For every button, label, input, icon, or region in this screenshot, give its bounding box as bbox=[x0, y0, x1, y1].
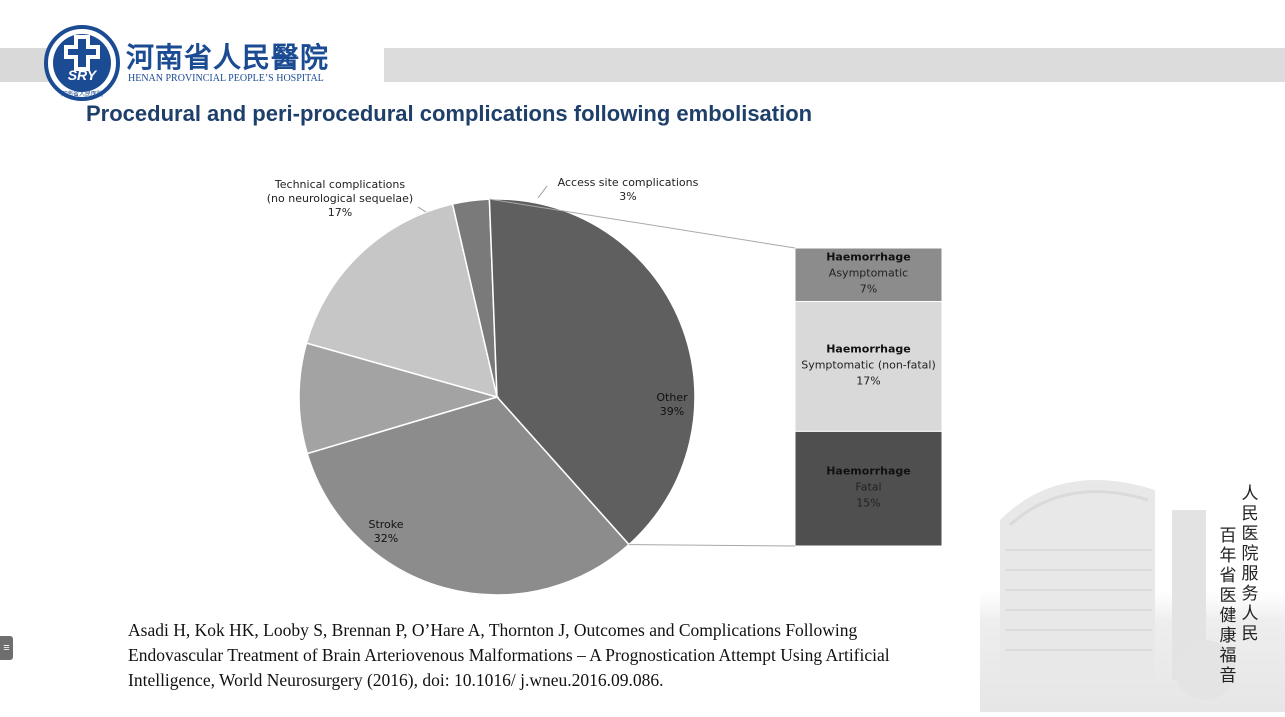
motto-column-2: 百年省医健康福音 bbox=[1219, 526, 1237, 686]
slide-title: Procedural and peri-procedural complicat… bbox=[86, 101, 813, 126]
breakdown-subtitle: Asymptomatic bbox=[829, 267, 908, 280]
connector-line-bottom bbox=[628, 544, 796, 547]
logo-seal-text: 河南省人民医院 bbox=[61, 90, 103, 98]
connector-line-top bbox=[489, 198, 796, 249]
leader-line-technical bbox=[417, 206, 427, 213]
motto-column-1: 人民医院服务人民 bbox=[1241, 484, 1259, 644]
pie-slice-label: Other bbox=[656, 391, 688, 404]
breakdown-bar-asymptomatic bbox=[794, 247, 943, 302]
pie-slice-tia bbox=[298, 342, 500, 455]
breakdown-title: Haemorrhage bbox=[826, 342, 911, 355]
breakdown-value-label: 17% bbox=[856, 374, 880, 387]
pie-value-label: 3% bbox=[619, 190, 636, 203]
citation-line-1: Asadi H, Kok HK, Looby S, Brennan P, O’H… bbox=[128, 620, 858, 640]
pie-value-label: 32% bbox=[374, 532, 398, 545]
citation: Asadi H, Kok HK, Looby S, Brennan P, O’H… bbox=[128, 618, 1118, 693]
hospital-name-cn: 河南省人民醫院 bbox=[126, 41, 330, 74]
side-menu-tab[interactable]: ≡ bbox=[0, 636, 13, 660]
building-watermark-icon bbox=[980, 480, 1285, 712]
leader-line-access-site bbox=[537, 185, 548, 199]
breakdown-subtitle: Symptomatic (non-fatal) bbox=[801, 358, 936, 371]
pie-slice-technical-complications bbox=[305, 203, 499, 399]
hospital-building-watermark bbox=[980, 440, 1285, 712]
breakdown-title: Haemorrhage bbox=[826, 251, 911, 264]
breakdown-value-label: 15% bbox=[856, 497, 880, 510]
hospital-name-en: HENAN PROVINCIAL PEOPLE’S HOSPITAL bbox=[128, 73, 324, 84]
logo-badge-text: SRY bbox=[68, 67, 98, 83]
breakdown-bar-fatal bbox=[794, 430, 943, 547]
breakdown-title: Haemorrhage bbox=[826, 465, 911, 478]
pie-slice-stroke bbox=[306, 396, 631, 596]
citation-line-3: Intelligence, World Neurosurgery (2016),… bbox=[128, 670, 664, 690]
hospital-logo: SRY 河南省人民医院 河南省人民醫院 HENAN PROVINCIAL PEO… bbox=[42, 24, 387, 102]
breakdown-subtitle: Fatal bbox=[855, 481, 881, 494]
breakdown-value-label: 7% bbox=[860, 283, 877, 296]
pie-slice-label: (no neurological sequelae) bbox=[267, 192, 413, 205]
pie-slice-label: Technical complications bbox=[274, 178, 405, 191]
pie-slice-label: Stroke bbox=[368, 518, 403, 531]
pie-slice-other bbox=[488, 198, 696, 546]
pie-slice-label: Access site complications bbox=[558, 176, 699, 189]
menu-icon: ≡ bbox=[3, 642, 10, 654]
pie-value-label: 17% bbox=[328, 206, 352, 219]
citation-line-2: Endovascular Treatment of Brain Arteriov… bbox=[128, 645, 890, 665]
pie-value-label: 39% bbox=[660, 405, 684, 418]
breakdown-bar-symptomatic-non-fatal bbox=[794, 300, 943, 432]
hospital-emblem-icon: SRY 河南省人民医院 bbox=[44, 25, 120, 101]
header-bar-right bbox=[384, 48, 1285, 82]
